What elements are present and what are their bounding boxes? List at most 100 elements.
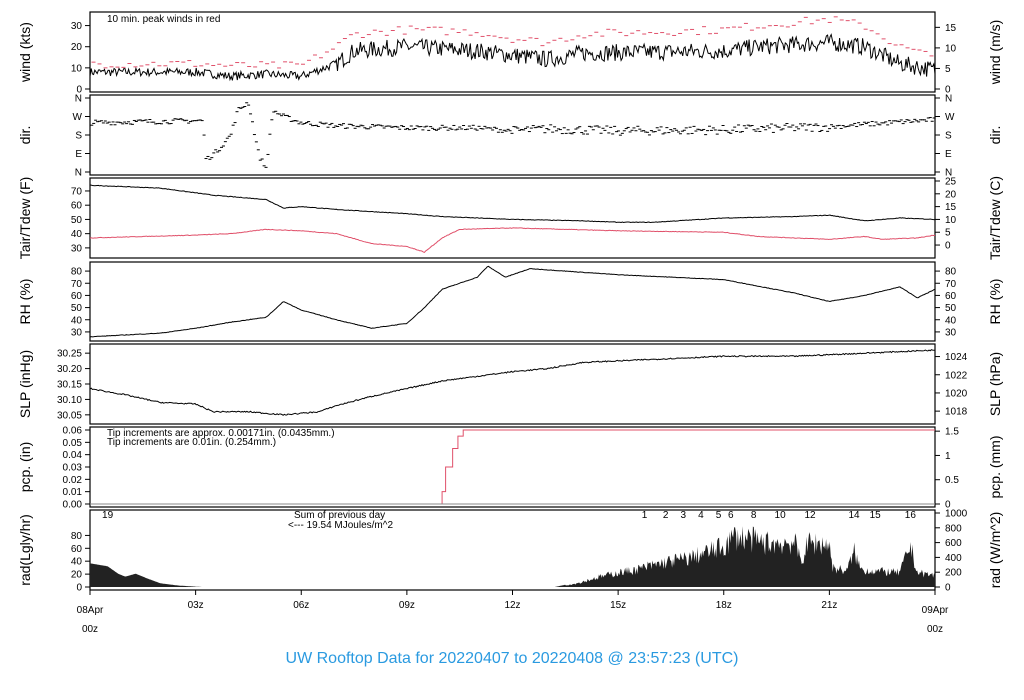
y-tick-label: 30: [71, 21, 83, 32]
y-right-tick-label: 5: [945, 64, 951, 75]
y-right-tick-label: 70: [945, 279, 957, 290]
y-right-tick-label: 0.5: [945, 475, 959, 486]
y-tick-label: 80: [71, 531, 83, 542]
y-right-tick-label: 0: [945, 241, 951, 252]
rad-hour-marker: 6: [728, 510, 734, 521]
wind-annotation: 10 min. peak winds in red: [107, 14, 220, 25]
rad-hour-marker: 1: [642, 510, 648, 521]
y-right-tick-label: 200: [945, 568, 962, 579]
y-tick-label: 0.03: [63, 463, 83, 474]
x-tick-label: 21z: [821, 600, 837, 611]
y-tick-label: 0.05: [63, 438, 83, 449]
y-right-tick-label: N: [945, 94, 952, 105]
x-start-time-label: 00z: [82, 624, 98, 635]
y-right-tick-label: 25: [945, 177, 957, 188]
panel-frame-temp: [89, 177, 936, 259]
y-right-tick-label: 10: [945, 43, 957, 54]
radiation-area: [90, 526, 935, 587]
y-right-tick-label: S: [945, 131, 952, 142]
y-right-tick-label: 1.5: [945, 427, 959, 438]
rad-hour-marker: 12: [804, 510, 816, 521]
y-right-tick-label: 50: [945, 303, 957, 314]
y-tick-label: 30.20: [57, 364, 82, 375]
rad-hour-marker: 16: [905, 510, 917, 521]
x-tick-label: 18z: [716, 600, 732, 611]
y-axis-label: wind (kts): [17, 22, 33, 83]
y-right-tick-label: 400: [945, 553, 962, 564]
y-right-axis-label: dir.: [987, 126, 1003, 145]
y-right-tick-label: 15: [945, 23, 957, 34]
y-right-tick-label: 1020: [945, 388, 968, 399]
y-tick-label: 30: [71, 327, 83, 338]
y-tick-label: 20: [71, 42, 83, 53]
y-tick-label: 40: [71, 557, 83, 568]
y-tick-label: 0.02: [63, 475, 83, 486]
panel-frame-dir: [89, 94, 936, 176]
y-right-tick-label: 0: [945, 500, 951, 511]
y-tick-label: 0.01: [63, 487, 83, 498]
y-right-tick-label: 1022: [945, 370, 968, 381]
y-tick-label: 80: [71, 267, 83, 278]
y-right-tick-label: W: [945, 112, 955, 123]
x-tick-label: 12z: [504, 600, 520, 611]
y-axis-label: Tair/Tdew (F): [17, 177, 33, 259]
y-tick-label: 50: [71, 215, 83, 226]
rad-hour-marker: 8: [751, 510, 757, 521]
x-end-date-label: 09Apr: [922, 605, 949, 616]
y-right-tick-label: N: [945, 168, 952, 179]
y-tick-label: 40: [71, 315, 83, 326]
y-right-tick-label: 0: [945, 85, 951, 96]
rad-hour-marker: 2: [663, 510, 669, 521]
pcp-annotation: Tip increments are 0.01in. (0.254mm.): [107, 437, 276, 448]
pcp-annotation: Tip increments are approx. 0.00171in. (0…: [107, 428, 335, 439]
y-tick-label: 0.06: [63, 426, 83, 437]
y-tick-label: 30.15: [57, 380, 82, 391]
y-right-tick-label: 1: [945, 451, 951, 462]
y-tick-label: 30.25: [57, 349, 82, 360]
y-axis-label: rad(Lgly/hr): [17, 514, 33, 586]
y-right-tick-label: 60: [945, 291, 957, 302]
x-tick-label: 03z: [188, 600, 204, 611]
y-right-tick-label: 1000: [945, 509, 968, 520]
series-line-rh-0: [89, 265, 936, 338]
y-right-tick-label: E: [945, 149, 952, 160]
y-right-axis-label: Tair/Tdew (C): [987, 176, 1003, 260]
y-right-tick-label: 800: [945, 523, 962, 534]
y-right-tick-label: 1024: [945, 352, 968, 363]
x-tick-label: 06z: [293, 600, 309, 611]
series-line-slp-0: [89, 349, 935, 416]
y-tick-label: S: [75, 131, 82, 142]
y-tick-label: N: [75, 168, 82, 179]
y-right-tick-label: 15: [945, 202, 957, 213]
y-tick-label: 30.10: [57, 395, 82, 406]
y-right-tick-label: 30: [945, 327, 957, 338]
y-tick-label: 70: [71, 186, 83, 197]
y-right-axis-label: pcp. (mm): [987, 436, 1003, 499]
rad-hour-marker: 10: [775, 510, 787, 521]
y-right-tick-label: 5: [945, 228, 951, 239]
rad-hour-marker: 14: [848, 510, 860, 521]
y-tick-label: W: [73, 112, 83, 123]
y-tick-label: 0: [76, 85, 82, 96]
y-tick-label: 40: [71, 229, 83, 240]
rad-hour-marker: 3: [680, 510, 686, 521]
y-axis-label: RH (%): [17, 279, 33, 325]
y-tick-label: 50: [71, 303, 83, 314]
panel-frame-rh: [89, 261, 936, 342]
y-right-axis-label: SLP (hPa): [987, 352, 1003, 416]
y-tick-label: 70: [71, 279, 83, 290]
y-tick-label: E: [75, 149, 82, 160]
y-right-axis-label: RH (%): [987, 279, 1003, 325]
y-right-tick-label: 10: [945, 215, 957, 226]
y-right-tick-label: 0: [945, 583, 951, 594]
y-tick-label: 60: [71, 291, 83, 302]
rad-hour-marker: 5: [716, 510, 722, 521]
y-axis-label: pcp. (in): [17, 442, 33, 493]
y-right-tick-label: 80: [945, 267, 957, 278]
y-right-axis-label: wind (m/s): [987, 20, 1003, 86]
rad-annotation: <--- 19.54 MJoules/m^2: [288, 520, 393, 531]
y-tick-label: 30: [71, 243, 83, 254]
y-tick-label: 30.05: [57, 410, 82, 421]
